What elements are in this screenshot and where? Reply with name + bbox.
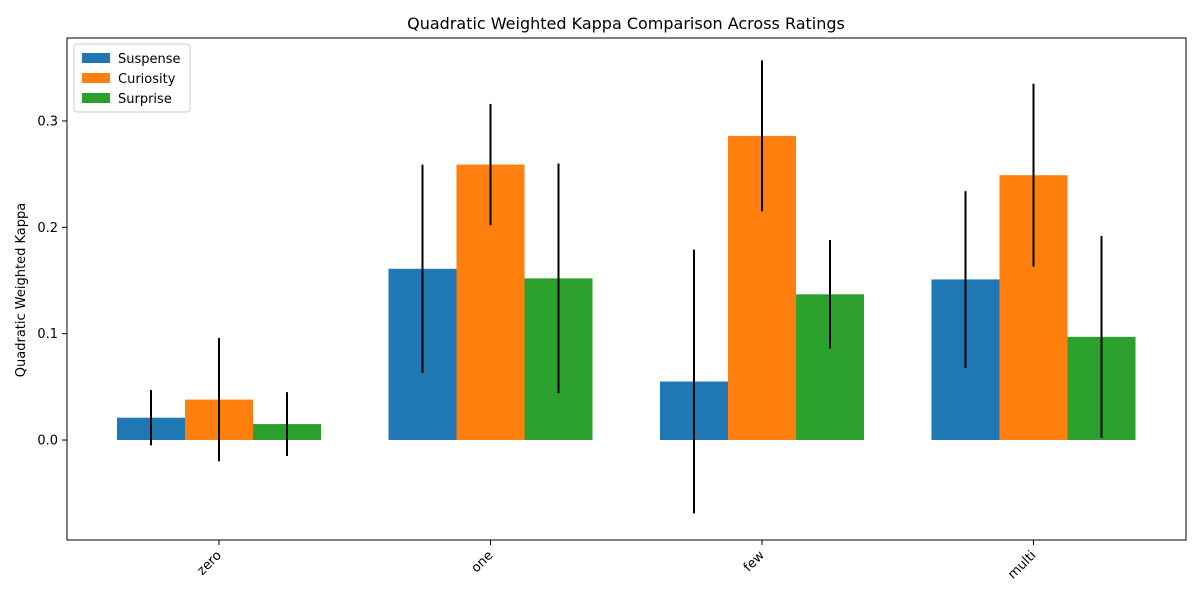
- y-axis-label: Quadratic Weighted Kappa: [14, 203, 29, 377]
- y-axis: 0.0 0.1 0.2 0.3: [37, 114, 67, 449]
- legend-swatch-curiosity: [82, 73, 110, 83]
- y-tick-label: 0.3: [37, 114, 58, 129]
- x-tick-label: zero: [195, 548, 225, 578]
- x-tick-label: few: [741, 548, 768, 575]
- plot-frame: [66, 37, 1187, 541]
- chart-title: Quadratic Weighted Kappa Comparison Acro…: [407, 14, 845, 33]
- y-tick-label: 0.0: [37, 434, 58, 449]
- legend-label-curiosity: Curiosity: [118, 72, 176, 87]
- legend-label-surprise: Surprise: [118, 92, 172, 107]
- x-axis: zero one few multi: [195, 540, 1039, 582]
- y-tick-label: 0.2: [37, 221, 58, 236]
- errorbars-layer: [150, 60, 1103, 514]
- x-tick-label: one: [469, 548, 497, 576]
- x-tick-label: multi: [1005, 548, 1039, 582]
- legend-label-suspense: Suspense: [118, 52, 181, 67]
- legend: Suspense Curiosity Surprise: [73, 43, 191, 113]
- legend-swatch-suspense: [82, 53, 110, 63]
- y-tick-label: 0.1: [37, 327, 58, 342]
- legend-swatch-surprise: [82, 93, 110, 103]
- bars-layer: [117, 135, 1136, 441]
